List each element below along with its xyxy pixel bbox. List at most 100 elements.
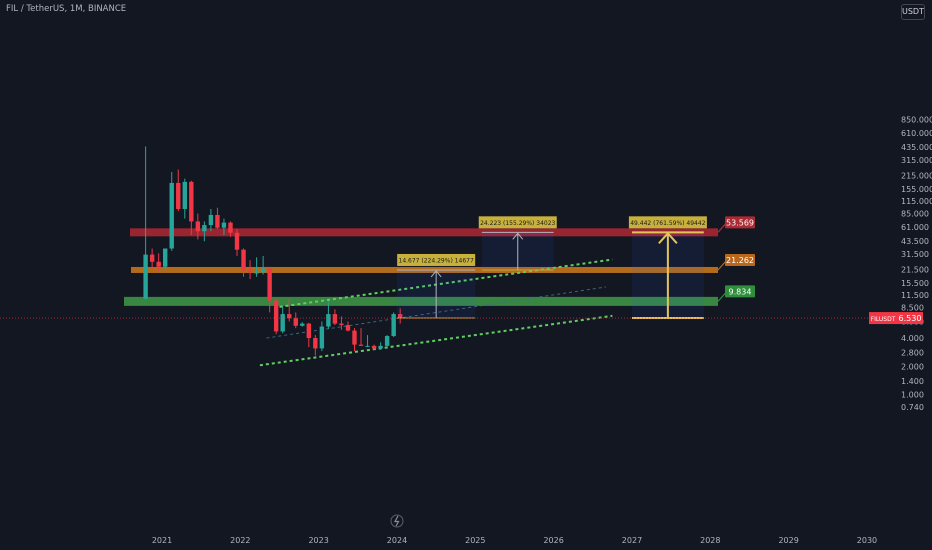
candle[interactable] (352, 328, 357, 352)
candle[interactable] (378, 342, 383, 350)
candle-body (195, 221, 201, 232)
lightning-glyph (393, 515, 400, 527)
resistance-red-band[interactable] (130, 228, 718, 237)
candle[interactable] (332, 309, 338, 326)
candle-body (260, 268, 266, 273)
last-price-symbol: FILUSDT (871, 316, 896, 323)
channel-lower-line[interactable] (259, 314, 613, 367)
candle[interactable] (228, 221, 233, 237)
candle[interactable] (326, 301, 331, 329)
candle[interactable] (163, 248, 168, 271)
last-price-symbol-tag[interactable] (869, 312, 897, 325)
candle[interactable] (287, 298, 292, 322)
y-tick-label: 61.000 (901, 223, 929, 232)
candle[interactable] (149, 248, 155, 269)
candle[interactable] (306, 322, 312, 348)
y-tick-label: 155.000 (901, 185, 932, 194)
candle-body (228, 222, 233, 233)
candle[interactable] (313, 335, 318, 356)
y-tick-label: 1.000 (901, 391, 924, 400)
resistance-red-tag[interactable] (725, 216, 755, 229)
target-1-label-box[interactable] (397, 253, 476, 266)
candle[interactable] (195, 213, 201, 240)
candle[interactable] (339, 316, 344, 330)
x-tick-label: 2026 (543, 536, 563, 545)
candle[interactable] (358, 328, 364, 346)
candle[interactable] (169, 172, 174, 251)
candle[interactable] (260, 255, 266, 275)
last-price-value-tag[interactable] (897, 312, 923, 325)
candle[interactable] (182, 178, 187, 219)
candle[interactable] (365, 335, 370, 348)
resistance-orange-tag[interactable] (725, 253, 755, 266)
candle[interactable] (208, 208, 214, 232)
y-tick-label: 43.500 (901, 237, 929, 246)
target-1-arrow-head (430, 270, 442, 278)
candle[interactable] (391, 312, 396, 338)
candle[interactable] (280, 305, 285, 334)
candle-body (384, 336, 390, 346)
candle[interactable] (384, 335, 390, 348)
target-2-label-box[interactable] (478, 216, 557, 229)
candle-body (287, 314, 292, 319)
y-tick-label: 2.800 (901, 349, 924, 358)
candle[interactable] (221, 218, 227, 236)
candle-body (267, 268, 272, 301)
candle-body (234, 232, 240, 250)
candle[interactable] (176, 169, 181, 212)
candle-body (280, 314, 285, 332)
candle-body (332, 314, 338, 324)
candle-body (156, 261, 161, 267)
candle-body (300, 323, 305, 326)
candle[interactable] (267, 266, 272, 313)
candle[interactable] (202, 221, 207, 242)
candle-body (293, 318, 298, 326)
candle[interactable] (371, 344, 377, 350)
resistance-orange-tag-label: 21.262 (726, 256, 754, 265)
support-green-band[interactable] (124, 296, 718, 306)
candle-body (319, 326, 325, 349)
target-3-label-box[interactable] (628, 216, 707, 229)
support-green-connector (717, 291, 727, 302)
candle[interactable] (143, 146, 148, 300)
candle[interactable] (345, 321, 351, 332)
candle[interactable] (293, 312, 298, 329)
candle[interactable] (397, 308, 403, 324)
candle[interactable] (247, 260, 253, 280)
candle[interactable] (319, 321, 325, 352)
candle[interactable] (273, 298, 279, 335)
y-tick-label: 85.000 (901, 210, 929, 219)
candle[interactable] (234, 229, 240, 256)
support-green-tag[interactable] (725, 285, 755, 298)
target-3-label: 49.442 (761.59%) 49442 (630, 220, 705, 227)
channel-upper-line[interactable] (279, 258, 613, 308)
y-tick-label: 435.000 (901, 143, 932, 152)
x-tick-label: 2028 (700, 536, 720, 545)
x-tick-label: 2025 (465, 536, 485, 545)
candle[interactable] (189, 180, 194, 236)
x-tick-label: 2022 (230, 536, 250, 545)
candle-body (391, 314, 396, 337)
candle[interactable] (254, 257, 259, 277)
y-tick-label: 15.500 (901, 279, 929, 288)
x-tick-label: 2030 (857, 536, 877, 545)
target-1-label: 14.677 (224.29%) 14677 (399, 257, 474, 264)
candle-body (202, 225, 207, 232)
currency-button[interactable]: USDT (901, 4, 925, 20)
candle-body (169, 182, 174, 249)
candle-body (378, 345, 383, 349)
candle[interactable] (300, 322, 305, 327)
y-tick-label: 850.000 (901, 116, 932, 125)
candle[interactable] (156, 253, 161, 271)
candle[interactable] (241, 248, 246, 277)
candle-body (215, 214, 220, 228)
resistance-red-tag-label: 53.569 (726, 218, 754, 227)
y-tick-label: 11.500 (901, 291, 929, 300)
lightning-icon[interactable] (390, 514, 404, 528)
candle-body (397, 314, 403, 319)
candle[interactable] (215, 207, 220, 230)
candle-body (254, 272, 259, 274)
symbol-title[interactable]: FIL / TetherUS, 1M, BINANCE (6, 4, 127, 14)
last-price-value: 6.530 (899, 314, 922, 323)
